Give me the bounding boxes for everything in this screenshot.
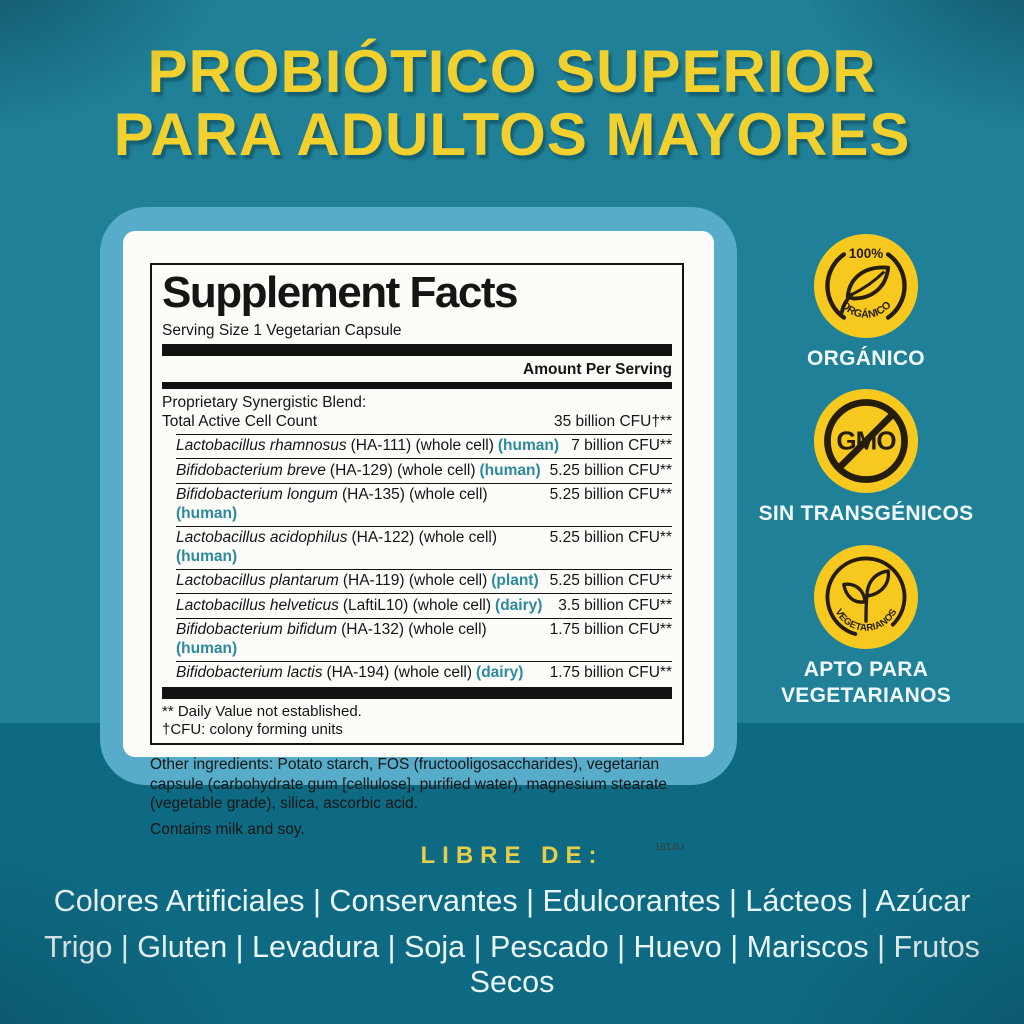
species-value: 5.25 billion CFU** — [549, 529, 672, 547]
species-value: 5.25 billion CFU** — [549, 486, 672, 504]
divider-thick-top — [162, 343, 672, 356]
sprout-icon: VEGETARIANOS — [813, 544, 919, 650]
species-name: Bifidobacterium bifidum — [176, 621, 338, 639]
serving-size: Serving Size 1 Vegetarian Capsule — [162, 321, 402, 339]
species-detail: (HA-119) (whole cell) — [342, 572, 488, 590]
page-title: PROBIÓTICO SUPERIOR PARA ADULTOS MAYORES — [0, 40, 1024, 166]
table-row: Lactobacillus rhamnosus (HA-111) (whole c… — [176, 433, 672, 459]
table-row: Bifidobacterium longum (HA-135) (whole ce… — [176, 482, 672, 526]
page-title-line2: PARA ADULTOS MAYORES — [113, 101, 911, 168]
organic-badge: 100% ORGÁNICO — [813, 233, 919, 339]
divider-medium — [162, 381, 672, 389]
species-source: (human) — [176, 547, 238, 565]
free-from-heading: LIBRE DE: — [420, 842, 604, 869]
species-source: (dairy) — [495, 596, 543, 614]
footnote-cfu: †CFU: colony forming units — [162, 720, 343, 738]
total-label: Total Active Cell Count — [162, 412, 318, 430]
total-value: 35 billion CFU†** — [553, 412, 672, 430]
species-detail: (HA-111) (whole cell) — [350, 437, 494, 455]
page-title-line1: PROBIÓTICO SUPERIOR — [147, 38, 877, 105]
species-detail: (HA-132) (whole cell) — [341, 621, 487, 639]
supplement-facts-title: Supplement Facts — [162, 268, 518, 317]
species-detail: (LaftiL10) (whole cell) — [342, 596, 492, 614]
species-name: Bifidobacterium lactis — [176, 664, 323, 682]
species-name: Bifidobacterium breve — [176, 461, 326, 479]
species-value: 5.25 billion CFU** — [549, 572, 672, 590]
table-row-total: Total Active Cell Count 35 billion CFU†*… — [162, 412, 672, 434]
free-from-line2: Trigo | Gluten | Levadura | Soja | Pesca… — [44, 930, 980, 999]
amount-per-serving-header: Amount Per Serving — [523, 360, 672, 378]
species-source: (human) — [497, 437, 560, 455]
vegetarian-badge-caption: APTO PARA VEGETARIANOS — [781, 657, 951, 709]
table-row: Bifidobacterium lactis (HA-194) (whole ce… — [176, 660, 672, 686]
organic-badge-caption: ORGÁNICO — [807, 347, 925, 370]
non-gmo-badge: GMO — [813, 388, 919, 494]
supplement-facts-box: Supplement Facts Serving Size 1 Vegetari… — [150, 263, 684, 746]
other-ingredients: Other ingredients: Potato starch, FOS (f… — [150, 756, 667, 813]
footnote-daily-value: ** Daily Value not established. — [162, 703, 362, 721]
organic-badge-top-text: 100% — [849, 246, 884, 261]
table-row: Lactobacillus plantarum (HA-119) (whole c… — [176, 568, 672, 594]
divider-thick-bottom — [162, 687, 672, 700]
species-detail: (HA-135) (whole cell) — [341, 486, 488, 504]
species-name: Lactobacillus rhamnosus — [176, 437, 347, 455]
species-value: 1.75 billion CFU** — [549, 664, 672, 682]
species-name: Lactobacillus acidophilus — [176, 529, 348, 547]
species-detail: (HA-194) (whole cell) — [326, 664, 473, 682]
species-name: Lactobacillus plantarum — [176, 572, 339, 590]
species-source: (human) — [479, 461, 541, 479]
supplement-facts-card: Supplement Facts Serving Size 1 Vegetari… — [100, 207, 737, 853]
species-value: 5.25 billion CFU** — [549, 461, 672, 479]
blend-label: Proprietary Synergistic Blend: — [162, 393, 367, 411]
species-value: 7 billion CFU** — [571, 437, 672, 455]
badge-column: 100% ORGÁNICO ORGÁNICO GMO SIN TRANSGÉNI… — [756, 233, 976, 709]
table-row: Lactobacillus helveticus (LaftiL10) (whol… — [176, 593, 672, 618]
species-value: 1.75 billion CFU** — [549, 621, 672, 639]
no-gmo-icon: GMO — [813, 388, 919, 494]
vegetarian-badge: VEGETARIANOS — [813, 544, 919, 650]
species-value: 3.5 billion CFU** — [558, 596, 672, 614]
species-source: (plant) — [491, 572, 539, 590]
vegetarian-caption-line2: VEGETARIANOS — [780, 684, 952, 707]
table-row: Bifidobacterium breve (HA-129) (whole cel… — [176, 458, 672, 483]
non-gmo-badge-caption: SIN TRANSGÉNICOS — [758, 502, 974, 525]
species-detail: (HA-129) (whole cell) — [329, 461, 476, 479]
species-name: Bifidobacterium longum — [176, 486, 338, 504]
species-source: (dairy) — [476, 664, 524, 682]
allergen-statement: Contains milk and soy. — [150, 820, 305, 838]
supplement-facts-panel: Supplement Facts Serving Size 1 Vegetari… — [123, 231, 714, 853]
species-name: Lactobacillus helveticus — [176, 596, 339, 614]
species-source: (human) — [176, 639, 238, 657]
vegetarian-caption-line1: APTO PARA — [803, 658, 929, 681]
species-source: (human) — [176, 504, 238, 522]
leaf-icon: 100% ORGÁNICO — [813, 233, 919, 339]
species-detail: (HA-122) (whole cell) — [351, 529, 498, 547]
free-from-line1: Colores Artificiales | Conservantes | Ed… — [53, 884, 971, 918]
table-row: Bifidobacterium bifidum (HA-132) (whole c… — [176, 617, 672, 661]
table-row: Lactobacillus acidophilus (HA-122) (whole… — [176, 525, 672, 569]
